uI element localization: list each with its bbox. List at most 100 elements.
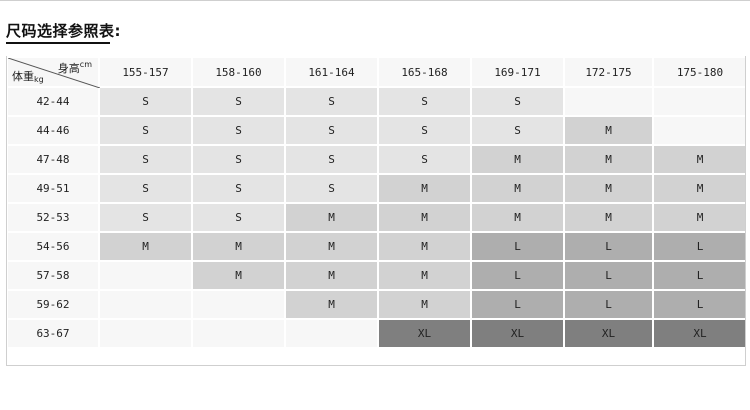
size-cell: L	[563, 231, 654, 262]
size-cell: M	[284, 202, 379, 233]
weight-row-label: 42-44	[6, 86, 100, 117]
size-cell: S	[191, 86, 286, 117]
size-cell: L	[470, 231, 565, 262]
size-cell: S	[191, 115, 286, 146]
table-row: 47-48 S S S S M M M	[6, 144, 748, 175]
weight-row-label: 54-56	[6, 231, 100, 262]
size-chart-table: 身高cm 体重kg 155-157 158-160 161-164 165-168 16…	[6, 56, 748, 349]
size-cell: L	[652, 260, 748, 291]
size-cell: S	[284, 144, 379, 175]
height-column-header: 169-171	[470, 56, 565, 88]
height-column-header: 175-180	[652, 56, 748, 88]
size-cell: S	[98, 86, 193, 117]
size-cell: S	[470, 115, 565, 146]
size-cell: S	[98, 202, 193, 233]
size-cell: S	[191, 144, 286, 175]
size-cell: L	[652, 289, 748, 320]
size-cell: M	[470, 202, 565, 233]
table-row: 49-51 S S S M M M M	[6, 173, 748, 204]
size-cell: M	[377, 202, 472, 233]
size-cell: S	[284, 115, 379, 146]
table-row: 42-44 S S S S S	[6, 86, 748, 117]
size-cell: S	[470, 86, 565, 117]
size-cell: M	[563, 202, 654, 233]
size-cell: M	[563, 173, 654, 204]
weight-row-label: 63-67	[6, 318, 100, 349]
weight-row-label: 49-51	[6, 173, 100, 204]
height-column-header: 158-160	[191, 56, 286, 88]
size-cell: L	[470, 260, 565, 291]
table-row: 52-53 S S M M M M M	[6, 202, 748, 233]
weight-row-label: 52-53	[6, 202, 100, 233]
size-cell: M	[284, 260, 379, 291]
table-row: 63-67 XL XL XL XL	[6, 318, 748, 349]
size-cell: L	[563, 289, 654, 320]
size-cell: S	[284, 86, 379, 117]
height-axis-label: 身高cm	[58, 60, 92, 76]
weight-unit: kg	[34, 75, 44, 84]
size-cell: M	[284, 231, 379, 262]
weight-row-label: 59-62	[6, 289, 100, 320]
size-cell: M	[377, 260, 472, 291]
size-cell: M	[191, 260, 286, 291]
size-cell: M	[470, 173, 565, 204]
diagonal-divider	[8, 58, 100, 88]
size-cell: M	[377, 231, 472, 262]
empty-cell	[284, 318, 379, 349]
weight-label-text: 体重	[12, 70, 34, 83]
size-cell: M	[284, 289, 379, 320]
weight-axis-label: 体重kg	[12, 68, 44, 84]
title-underline	[6, 42, 110, 44]
empty-cell	[191, 289, 286, 320]
size-cell: M	[652, 202, 748, 233]
height-label-text: 身高	[57, 62, 80, 75]
size-cell: M	[470, 144, 565, 175]
size-cell: S	[191, 202, 286, 233]
table-row: 54-56 M M M M L L L	[6, 231, 748, 262]
weight-row-label: 44-46	[6, 115, 100, 146]
height-column-header: 161-164	[284, 56, 379, 88]
height-column-header: 165-168	[377, 56, 472, 88]
empty-cell	[98, 318, 193, 349]
empty-cell	[98, 289, 193, 320]
table-row: 44-46 S S S S S M	[6, 115, 748, 146]
size-cell: L	[563, 260, 654, 291]
size-cell: M	[377, 289, 472, 320]
size-cell: M	[563, 115, 654, 146]
empty-cell	[191, 318, 286, 349]
empty-cell	[652, 86, 748, 117]
size-cell: M	[377, 173, 472, 204]
weight-row-label: 57-58	[6, 260, 100, 291]
size-cell: M	[191, 231, 286, 262]
size-cell: S	[191, 173, 286, 204]
height-column-header: 155-157	[98, 56, 193, 88]
size-cell: L	[470, 289, 565, 320]
height-column-header: 172-175	[563, 56, 654, 88]
height-unit: cm	[79, 60, 92, 69]
size-cell: S	[377, 86, 472, 117]
table-row: 59-62 M M L L L	[6, 289, 748, 320]
size-cell: XL	[652, 318, 748, 349]
size-cell: L	[652, 231, 748, 262]
table-row: 57-58 M M M L L L	[6, 260, 748, 291]
size-cell: M	[652, 173, 748, 204]
size-cell: S	[377, 144, 472, 175]
empty-cell	[98, 260, 193, 291]
size-cell: S	[377, 115, 472, 146]
top-divider	[0, 0, 750, 1]
size-cell: S	[98, 144, 193, 175]
size-cell: S	[98, 173, 193, 204]
size-cell: XL	[470, 318, 565, 349]
empty-cell	[563, 86, 654, 117]
weight-row-label: 47-48	[6, 144, 100, 175]
size-cell: M	[652, 144, 748, 175]
size-cell: M	[563, 144, 654, 175]
size-cell: XL	[563, 318, 654, 349]
corner-header-cell: 身高cm 体重kg	[6, 56, 100, 88]
page-title: 尺码选择参照表:	[6, 22, 121, 40]
size-cell: S	[98, 115, 193, 146]
size-cell: S	[284, 173, 379, 204]
empty-cell	[652, 115, 748, 146]
table-body: 42-44 S S S S S 44-46 S S S S S M 47-48 S S S S M M M 49-51 S S…	[6, 86, 748, 349]
size-cell: M	[98, 231, 193, 262]
